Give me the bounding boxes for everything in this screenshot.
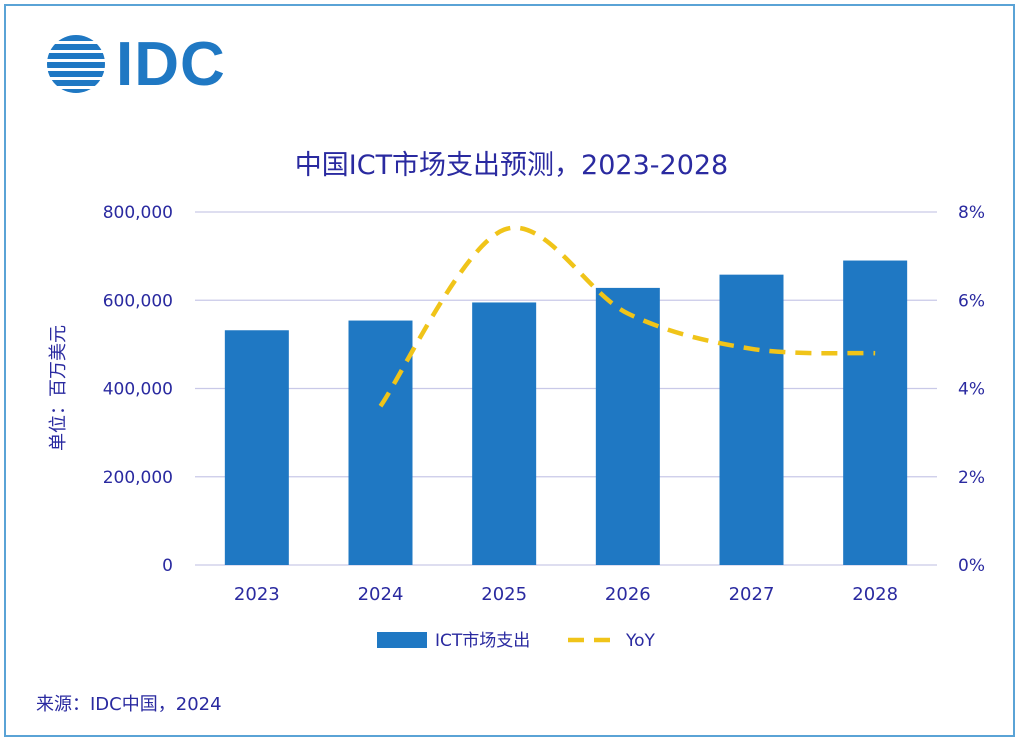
y-tick-label: 0: [162, 556, 173, 576]
y-tick-label: 200,000: [103, 468, 173, 488]
x-tick-label: 2025: [481, 584, 527, 605]
y2-tick-label: 6%: [958, 291, 985, 311]
x-tick-label: 2028: [852, 584, 898, 605]
legend-bar-swatch: [377, 632, 427, 648]
legend-bar-label: ICT市场支出: [435, 631, 530, 651]
y2-tick-label: 8%: [958, 203, 985, 223]
x-tick-label: 2023: [234, 584, 280, 605]
yoy-line: [378, 225, 876, 408]
y-tick-label: 600,000: [103, 291, 173, 311]
x-tick-label: 2026: [605, 584, 651, 605]
bar: [348, 320, 413, 565]
bar: [595, 287, 660, 565]
bar: [719, 274, 784, 565]
chart-title: 中国ICT市场支出预测，2023-2028: [294, 150, 729, 181]
y2-tick-label: 2%: [958, 468, 985, 488]
idc-logo: IDC: [44, 32, 254, 96]
y-axis-label: 单位：百万美元: [48, 325, 69, 451]
y-tick-label: 800,000: [103, 203, 173, 223]
legend-line-label: YoY: [625, 631, 656, 651]
y-tick-label: 400,000: [103, 380, 173, 400]
y2-tick-label: 0%: [958, 556, 985, 576]
x-tick-label: 2024: [358, 584, 404, 605]
y2-tick-label: 4%: [958, 380, 985, 400]
logo-wordmark: IDC: [116, 30, 226, 99]
bar: [843, 260, 908, 565]
x-tick-label: 2027: [729, 584, 775, 605]
bar: [224, 330, 289, 565]
source-note: 来源：IDC中国，2024: [36, 694, 222, 715]
globe-icon: [47, 35, 105, 93]
bar: [472, 302, 537, 565]
